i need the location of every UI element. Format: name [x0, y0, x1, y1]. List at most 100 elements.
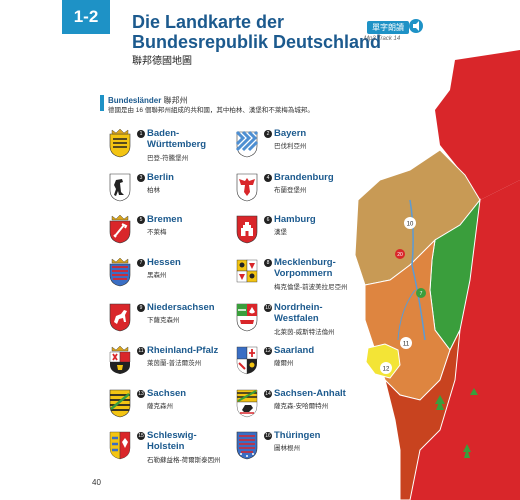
mp3-track: Mp3 Track 14 — [364, 36, 401, 42]
state-name: Hamburg — [274, 214, 316, 225]
state-number: 16 — [264, 432, 272, 440]
map-region-red-north — [435, 50, 520, 200]
map-label: 11 — [403, 342, 410, 348]
state-name: Mecklenburg- Vorpommern — [274, 257, 336, 279]
niedersachsen-horse-crest-icon — [109, 303, 131, 332]
mecklenburg-crest-icon — [236, 259, 258, 283]
state-name-zh: 黑森州 — [147, 272, 167, 279]
state-entry: 3 Berlin 柏林 — [108, 172, 258, 212]
state-name: Saarland — [274, 345, 315, 356]
page-number: 40 — [92, 478, 101, 487]
state-name-zh: 下薩克森州 — [147, 317, 180, 324]
state-name-zh: 不萊梅 — [147, 229, 167, 236]
state-entry: 4 Brandenburg 布蘭登堡州 — [235, 172, 385, 212]
state-name: Niedersachsen — [147, 302, 215, 313]
map-region-dark-orange — [384, 329, 461, 500]
saarland-crest-icon — [236, 346, 258, 375]
state-number: 8 — [264, 259, 272, 267]
state-name: Nordrhein- Westfalen — [274, 302, 323, 324]
state-entry: 10 Nordrhein- Westfalen 北萊茵-威斯特法倫州 — [235, 302, 385, 342]
state-name-zh: 圖林根州 — [274, 445, 300, 452]
state-number: 11 — [137, 347, 145, 355]
tree-icon — [435, 395, 445, 410]
state-entry: 7 Hessen 黑森州 — [108, 257, 258, 297]
baden-wuerttemberg-crest-icon — [109, 128, 131, 158]
map-label: 12 — [383, 367, 390, 373]
state-name-zh: 薩克森州 — [147, 403, 173, 410]
map-label: 20 — [397, 252, 403, 258]
state-entry: 16 Thüringen 圖林根州 — [235, 430, 385, 470]
brandenburg-eagle-crest-icon — [236, 173, 258, 202]
state-number: 4 — [264, 174, 272, 182]
state-number: 6 — [264, 216, 272, 224]
state-name-zh: 萊茵蘭-普法爾茨州 — [147, 360, 202, 367]
state-name: Bremen — [147, 214, 183, 225]
state-entry: 1 Baden- Württemberg 巴登-符騰堡州 — [108, 128, 258, 168]
state-name: Berlin — [147, 172, 174, 183]
state-number: 1 — [137, 130, 145, 138]
state-entry: 12 Saarland 薩爾州 — [235, 345, 385, 385]
state-number: 7 — [137, 259, 145, 267]
state-number: 3 — [137, 174, 145, 182]
mp3-badge[interactable]: 單字朗讀 — [367, 21, 409, 34]
state-name-zh: 梅克倫堡-前波美拉尼亞州 — [274, 284, 348, 291]
state-name-zh: 漢堡 — [274, 229, 287, 236]
thueringen-lion-crest-icon — [236, 431, 258, 460]
nrw-crest-icon — [236, 303, 258, 332]
section-description: 德國是由 16 個聯邦州組成的共和國，其中柏林、漢堡和不萊梅為城邦。 — [108, 107, 314, 114]
state-number: 9 — [137, 304, 145, 312]
state-number: 5 — [137, 216, 145, 224]
schleswig-holstein-crest-icon — [109, 431, 131, 460]
audio-icon[interactable] — [408, 18, 424, 34]
state-entry: 9 Niedersachsen 下薩克森州 — [108, 302, 258, 342]
rheinland-pfalz-crest-icon — [109, 345, 131, 374]
state-number: 2 — [264, 130, 272, 138]
state-entry: 13 Sachsen 薩克森州 — [108, 388, 258, 428]
hamburg-castle-crest-icon — [236, 215, 258, 244]
section-title-zh: 聯邦州 — [163, 96, 188, 105]
state-entry: 15 Schleswig- Holstein 石勒蘇益格-荷爾斯泰因州 — [108, 430, 258, 470]
section-title-de: Bundesländer — [108, 96, 162, 105]
state-name-zh: 石勒蘇益格-荷爾斯泰因州 — [147, 457, 221, 464]
hessen-lion-crest-icon — [109, 257, 131, 287]
state-name: Hessen — [147, 257, 181, 268]
state-name-zh: 柏林 — [147, 187, 160, 194]
state-name-zh: 薩克森-安哈爾特州 — [274, 403, 329, 410]
state-number: 12 — [264, 347, 272, 355]
section-bar — [100, 95, 104, 111]
state-number: 10 — [264, 304, 272, 312]
state-name-zh: 薩爾州 — [274, 360, 294, 367]
state-name: Thüringen — [274, 430, 321, 441]
map-region-red-east — [410, 180, 520, 500]
state-name-zh: 巴登-符騰堡州 — [147, 155, 189, 162]
state-entry: 14 Sachsen-Anhalt 薩克森-安哈爾特州 — [235, 388, 385, 428]
bayern-crest-icon — [235, 130, 259, 158]
state-name: Sachsen-Anhalt — [274, 388, 346, 399]
page-subtitle: 聯邦德國地圖 — [132, 56, 192, 67]
state-name-zh: 北萊茵-威斯特法倫州 — [274, 329, 335, 336]
state-name: Schleswig- Holstein — [147, 430, 197, 452]
page-title: Die Landkarte der Bundesrepublik Deutsch… — [132, 12, 381, 52]
chapter-tab: 1-2 — [62, 0, 110, 34]
sachsen-crest-icon — [109, 389, 131, 418]
state-name: Bayern — [274, 128, 307, 139]
tree-icon — [470, 388, 478, 395]
state-entry: 6 Hamburg 漢堡 — [235, 214, 385, 254]
berlin-bear-crest-icon — [109, 173, 131, 202]
state-number: 13 — [137, 390, 145, 398]
bremen-key-crest-icon — [109, 214, 131, 244]
sachsen-anhalt-crest-icon — [236, 389, 258, 418]
section-title: Bundesländer 聯邦州 — [108, 95, 188, 106]
title-line-1: Die Landkarte der — [132, 12, 285, 32]
state-number: 15 — [137, 432, 145, 440]
state-name-zh: 布蘭登堡州 — [274, 187, 307, 194]
germany-map: 10 20 7 11 12 — [354, 50, 520, 500]
state-name-zh: 巴伐利亞州 — [274, 143, 307, 150]
state-name: Rheinland-Pfalz — [147, 345, 219, 356]
map-label: 7 — [420, 291, 423, 297]
map-label: 10 — [407, 222, 414, 228]
state-entry: 11 Rheinland-Pfalz 萊茵蘭-普法爾茨州 — [108, 345, 258, 385]
state-name: Brandenburg — [274, 172, 334, 183]
state-entry: 8 Mecklenburg- Vorpommern 梅克倫堡-前波美拉尼亞州 — [235, 257, 385, 297]
